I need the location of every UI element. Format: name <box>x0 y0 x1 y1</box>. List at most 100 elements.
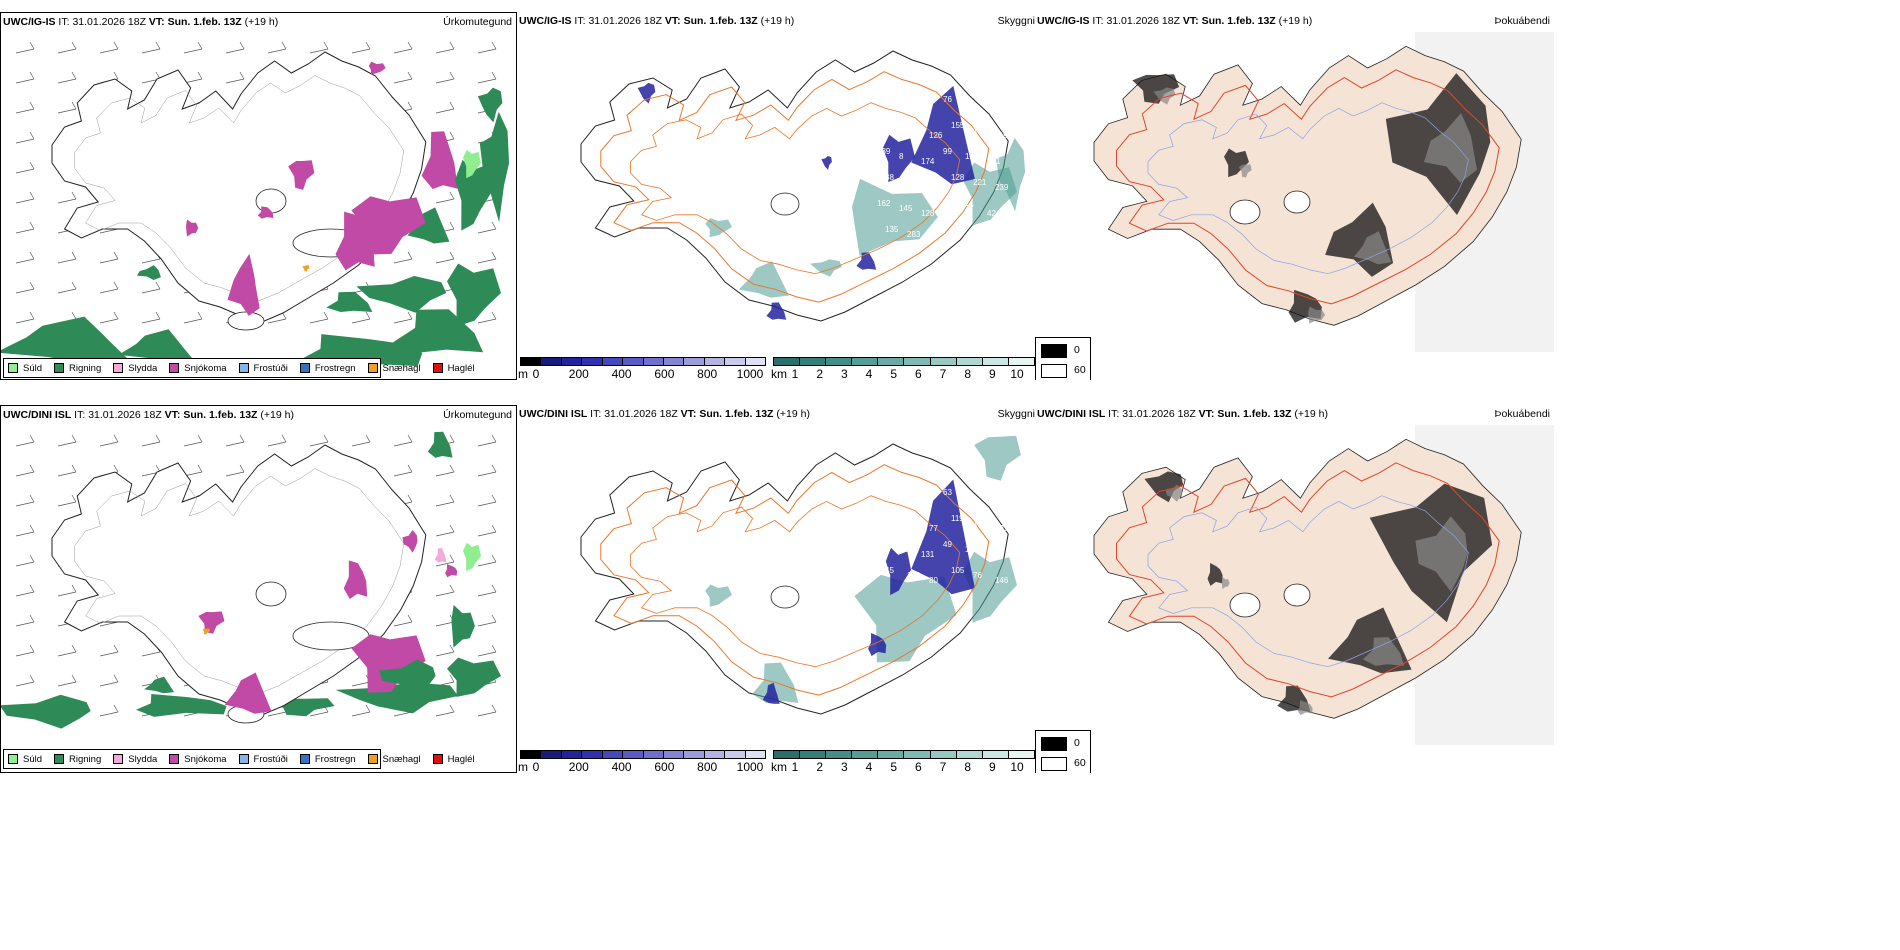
legend-item: Slydda <box>113 363 157 374</box>
ceiling-value: 127 <box>995 524 1009 533</box>
colorbar-cell <box>541 358 562 365</box>
ceiling-value: 162 <box>877 199 891 208</box>
colorbar-tick: 1000 <box>736 367 764 380</box>
precip-legend: Súld Rigning Slydda Snjókoma Frostúði Frostre… <box>3 358 475 378</box>
river-network <box>1147 102 1469 275</box>
wind-barb <box>477 78 497 84</box>
colorbar-cell <box>663 751 685 758</box>
vt-label: VT: <box>664 15 681 27</box>
colorbar-tick: 800 <box>697 367 718 380</box>
wind-barb-flag <box>29 131 35 140</box>
wind-barb-flag <box>365 311 371 320</box>
legend-item: Frostregn <box>299 363 356 374</box>
ceiling-map: 12 72 80 76 63 121 127 103 126 155 135 119 139 8 174 99… <box>580 50 1026 322</box>
it-label: IT: <box>1092 15 1104 27</box>
rain-area <box>427 431 453 458</box>
wind-barb <box>15 228 35 234</box>
wind-barb <box>15 471 35 477</box>
wind-barb-flag <box>239 71 245 80</box>
colorbar-tick: 2 <box>816 367 823 380</box>
wind-barb <box>57 441 77 447</box>
wind-barb-flag <box>449 131 455 140</box>
wind-barb <box>99 441 119 447</box>
colorbar-cell <box>602 358 624 365</box>
snow-area <box>224 672 272 714</box>
low-ceiling-area <box>882 134 915 183</box>
low-ceiling-area <box>821 155 832 170</box>
wind-barb-flag <box>29 674 35 683</box>
wind-barb <box>393 621 413 627</box>
legend-label: Frostúði <box>253 753 288 765</box>
legend-swatch <box>54 754 65 764</box>
wind-barb <box>435 258 455 264</box>
snow-area <box>257 206 274 219</box>
colorbar-tick: 7 <box>939 760 947 773</box>
fog-key-label-0: 0 <box>1074 737 1080 749</box>
snow-area <box>227 253 260 316</box>
glacier-outline <box>255 188 287 214</box>
wind-barb <box>309 711 329 717</box>
wind-barb <box>183 441 203 447</box>
wind-barb <box>15 561 35 567</box>
wind-barb-flag <box>29 161 35 170</box>
rain-area <box>378 659 436 694</box>
ceiling-value: 73 <box>965 493 974 502</box>
ceiling-value: 108 <box>943 199 957 208</box>
ceiling-value: 155 <box>951 121 965 130</box>
wind-barb-flag <box>113 281 119 290</box>
wind-barb-flag <box>407 494 413 503</box>
model-name: UWC/DINI ISL <box>1037 408 1106 420</box>
lead-time: (+19 h) <box>1278 15 1313 27</box>
wind-barb-flag <box>29 434 35 443</box>
colorbar-tick: 800 <box>697 760 718 773</box>
rain-area <box>136 694 227 717</box>
wind-barb <box>477 501 497 507</box>
ceiling-value: 124 <box>965 545 979 554</box>
wind-barb <box>435 501 455 507</box>
wind-barb-flag <box>71 101 77 110</box>
low-visibility-area <box>974 435 1021 481</box>
wind-barb <box>477 531 497 537</box>
rain-area <box>356 276 447 313</box>
wind-barb-flag <box>491 434 497 443</box>
wind-barb-flag <box>449 101 455 110</box>
wind-barb-flag <box>197 71 203 80</box>
colorbar-cell <box>852 358 879 365</box>
wind-barb-flag <box>239 41 245 50</box>
wind-barb-flag <box>71 311 77 320</box>
model-name: UWC/IG-IS <box>519 15 572 27</box>
vt-value: Sun. 1.feb. 13Z <box>1201 15 1276 27</box>
fog-key-label-60: 60 <box>1074 757 1086 769</box>
wind-barb <box>393 48 413 54</box>
low-ceiling-area <box>762 682 780 704</box>
wind-barb-flag <box>29 311 35 320</box>
rain-area <box>1 694 91 729</box>
visibility-colorbar: km 1 2 3 4 5 6 7 8 9 10 <box>771 357 1035 380</box>
colorbar-cell <box>561 358 583 365</box>
wind-barb <box>99 621 119 627</box>
colorbar-cell <box>930 358 957 365</box>
wind-barb <box>15 48 35 54</box>
legend-swatch <box>238 754 249 764</box>
wind-barb-flag <box>491 311 497 320</box>
rain-area <box>392 309 484 353</box>
wind-barb-flag <box>365 41 371 50</box>
legend-label: Súld <box>23 362 43 374</box>
wind-barb-flag <box>491 71 497 80</box>
wind-barb <box>15 138 35 144</box>
wind-barb <box>15 198 35 204</box>
high-fog-area <box>1207 563 1223 586</box>
low-ceiling-area <box>637 82 656 104</box>
wind-barb-flag <box>407 101 413 110</box>
fog-key-label-60: 60 <box>1074 364 1086 376</box>
colorbar-cell <box>745 358 766 365</box>
colorbar-tick: 200 <box>568 760 589 773</box>
low-ceiling-area <box>885 547 911 596</box>
ceiling-value: 72 <box>907 178 916 187</box>
low-visibility-area <box>810 259 842 277</box>
fog-key-swatch-60 <box>1041 364 1067 378</box>
legend-label: Rigning <box>69 362 102 374</box>
colorbar-cell <box>561 751 583 758</box>
wind-barb <box>351 711 371 717</box>
moderate-fog-area <box>1238 164 1252 178</box>
